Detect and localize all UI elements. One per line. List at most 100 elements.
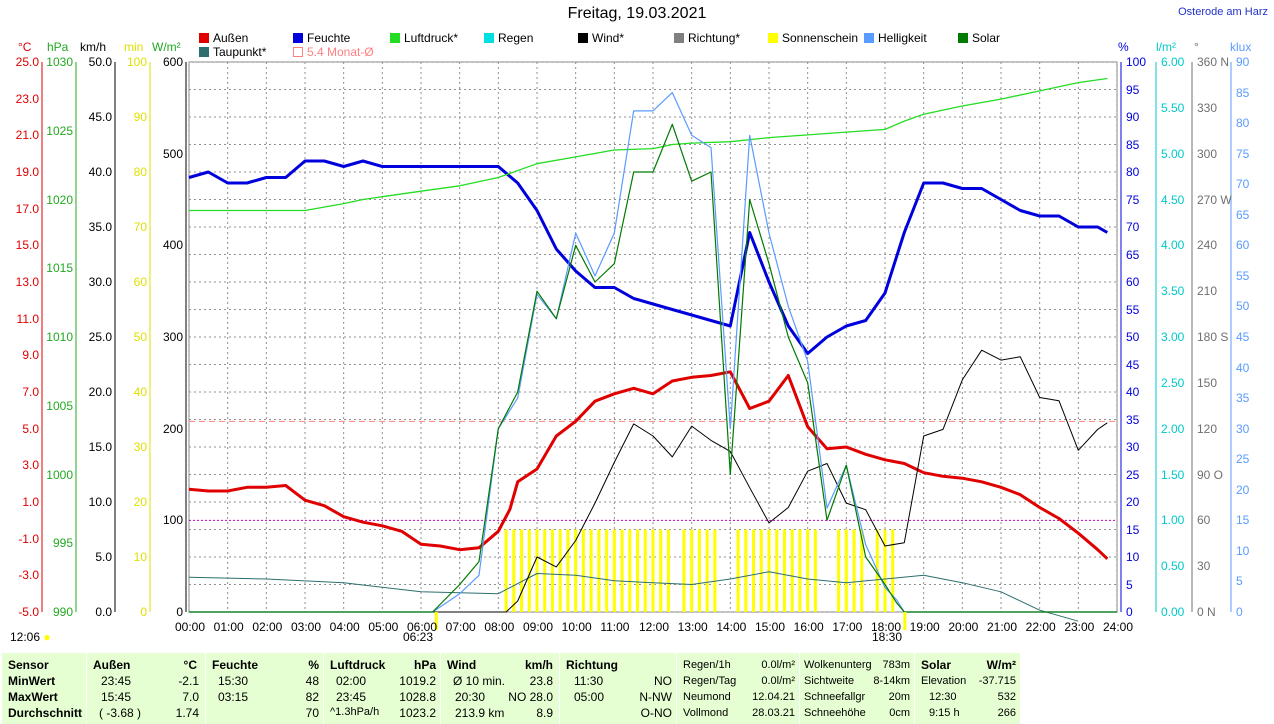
axis-tick-time: 03:00 <box>291 620 322 634</box>
axis-tick-hum: 75 <box>1126 192 1140 207</box>
axis-tick-hum: 80 <box>1126 165 1140 179</box>
axis-tick-sun: 90 <box>133 110 147 124</box>
axis-tick-rain: 3.50 <box>1161 284 1185 299</box>
axis-tick-press: 990 <box>52 605 73 619</box>
axis-tick-sun: 20 <box>133 495 147 509</box>
axis-tick-temp: 13.0 <box>15 275 39 289</box>
axis-tick-temp: -3.0 <box>18 568 39 583</box>
legend-label: Richtung* <box>688 31 741 45</box>
footer-richtung-col: Richtung 11:30 NO 05:00 N-NW O-NO <box>560 653 677 724</box>
legend-item: Wind* <box>578 31 624 45</box>
footer-value: ( -3.68 ) <box>99 706 142 720</box>
sunshine-bar <box>574 529 578 612</box>
axis-tick-sun: 80 <box>133 165 147 179</box>
sunshine-bar <box>883 529 887 612</box>
sunrise-marker: 06:23 <box>403 630 434 644</box>
sunshine-bar <box>643 529 647 612</box>
sunshine-bar <box>628 529 632 612</box>
axis-tick-lux: 75 <box>1236 146 1250 161</box>
axis-tick-time: 10:00 <box>561 620 592 634</box>
footer-value: 15:30 <box>218 674 249 688</box>
sunshine-bar <box>527 529 531 612</box>
footer-value: NO <box>654 674 672 688</box>
axis-tick-time: 17:00 <box>832 620 863 634</box>
footer-wolken-col: Wolkenunterg 783m Sichtweite 8-14km Schn… <box>800 653 915 724</box>
legend-swatch <box>390 33 400 43</box>
axis-tick-rain: 0.50 <box>1161 559 1185 574</box>
axis-tick-time: 06:00 <box>407 620 438 634</box>
footer-head: Luftdruck <box>330 658 386 672</box>
footer-head: Außen <box>93 658 131 672</box>
legend-label: Taupunkt* <box>213 45 267 59</box>
footer-value: 12:30 <box>929 691 957 703</box>
footer-value: 28.03.21 <box>752 707 795 719</box>
axis-tick-rain: 4.00 <box>1161 238 1185 253</box>
axis-tick-lux: 20 <box>1236 482 1250 497</box>
axis-tick-rain: 3.00 <box>1161 330 1185 344</box>
axis-tick-dir: 240 <box>1197 238 1218 253</box>
footer-value: 82 <box>305 690 319 704</box>
axis-tick-lux: 55 <box>1236 268 1250 283</box>
axis-tick-solar: 500 <box>162 146 183 161</box>
sunshine-bar <box>759 529 763 612</box>
station-link[interactable]: Osterode am Harz <box>1178 6 1268 18</box>
series-line-wind <box>189 349 1108 613</box>
footer-value: 1023.2 <box>399 706 436 720</box>
axis-tick-lux: 40 <box>1236 360 1250 375</box>
footer-aussen-col: Außen °C 23:45 -2.1 15:45 7.0 ( -3.68 ) … <box>87 653 206 724</box>
axis-tick-lux: 15 <box>1236 513 1250 528</box>
footer-solar-col: Solar W/m² Elevation -37.715 12:30 532 9… <box>915 653 1020 724</box>
axis-tick-sun: 0 <box>140 605 147 619</box>
legend-item: Taupunkt* <box>199 45 266 59</box>
sunshine-bar <box>566 529 570 612</box>
axis-tick-temp: -1.0 <box>18 531 39 546</box>
sunshine-bar <box>535 529 539 612</box>
series-line-feuchte <box>188 159 1109 355</box>
axis-tick-hum: 40 <box>1126 385 1140 399</box>
footer-value: 213.9 km <box>455 706 505 720</box>
axis-tick-temp: 17.0 <box>15 201 39 216</box>
axis-tick-temp: 7.0 <box>22 385 39 399</box>
footer-value: 1.74 <box>175 706 199 720</box>
footer-head: Wind <box>447 658 477 672</box>
axis-tick-time: 08:00 <box>484 620 515 634</box>
axis-tick-solar: 0 <box>176 605 183 619</box>
axis-tick-hum: 0 <box>1126 605 1133 619</box>
sunshine-bar <box>790 529 794 612</box>
footer-value: ^1.3hPa/h <box>330 706 380 718</box>
axis-tick-hum: 55 <box>1126 302 1140 317</box>
axis-tick-press: 1000 <box>46 467 73 482</box>
sunshine-bar <box>558 529 562 612</box>
legend-swatch <box>199 33 209 43</box>
footer-value: 0.0l/m² <box>761 675 795 687</box>
axis-tick-time: 01:00 <box>213 620 244 634</box>
axis-tick-sun: 60 <box>133 275 147 289</box>
sunshine-bar <box>798 529 802 612</box>
axis-tick-lux: 45 <box>1236 330 1250 344</box>
footer-value: Regen/1h <box>683 659 731 671</box>
footer-value: 05:00 <box>574 690 605 704</box>
series-line-taupunkt <box>188 571 1079 622</box>
axis-tick-temp: 9.0 <box>22 348 39 363</box>
axis-tick-sun: 100 <box>126 55 147 69</box>
sunshine-bar <box>581 529 585 612</box>
footer-luftdruck-col: Luftdruck hPa 02:00 1019.2 23:45 1028.8 … <box>324 653 441 724</box>
noon-marker: 12:06 ● <box>10 630 51 644</box>
legend-item: Solar <box>958 31 1000 45</box>
axis-tick-press: 995 <box>52 536 73 551</box>
axis-tick-hum: 100 <box>1126 55 1147 69</box>
axis-tick-lux: 25 <box>1236 452 1250 467</box>
footer-value: 70 <box>305 706 319 720</box>
axis-tick-hum: 15 <box>1126 522 1140 537</box>
axis-tick-time: 11:00 <box>600 620 630 634</box>
axis-tick-wind: 35.0 <box>88 220 112 234</box>
axis-tick-sun: 50 <box>133 330 147 344</box>
sunshine-bar <box>806 529 810 612</box>
axis-tick-hum: 20 <box>1126 495 1140 509</box>
axis-tick-hum: 90 <box>1126 110 1140 124</box>
axis-tick-temp: 3.0 <box>22 458 39 473</box>
footer-value: 23.8 <box>529 674 553 688</box>
sunshine-bar <box>651 529 655 612</box>
weather-chart <box>41 61 1232 630</box>
legend-item: Regen <box>484 31 533 45</box>
